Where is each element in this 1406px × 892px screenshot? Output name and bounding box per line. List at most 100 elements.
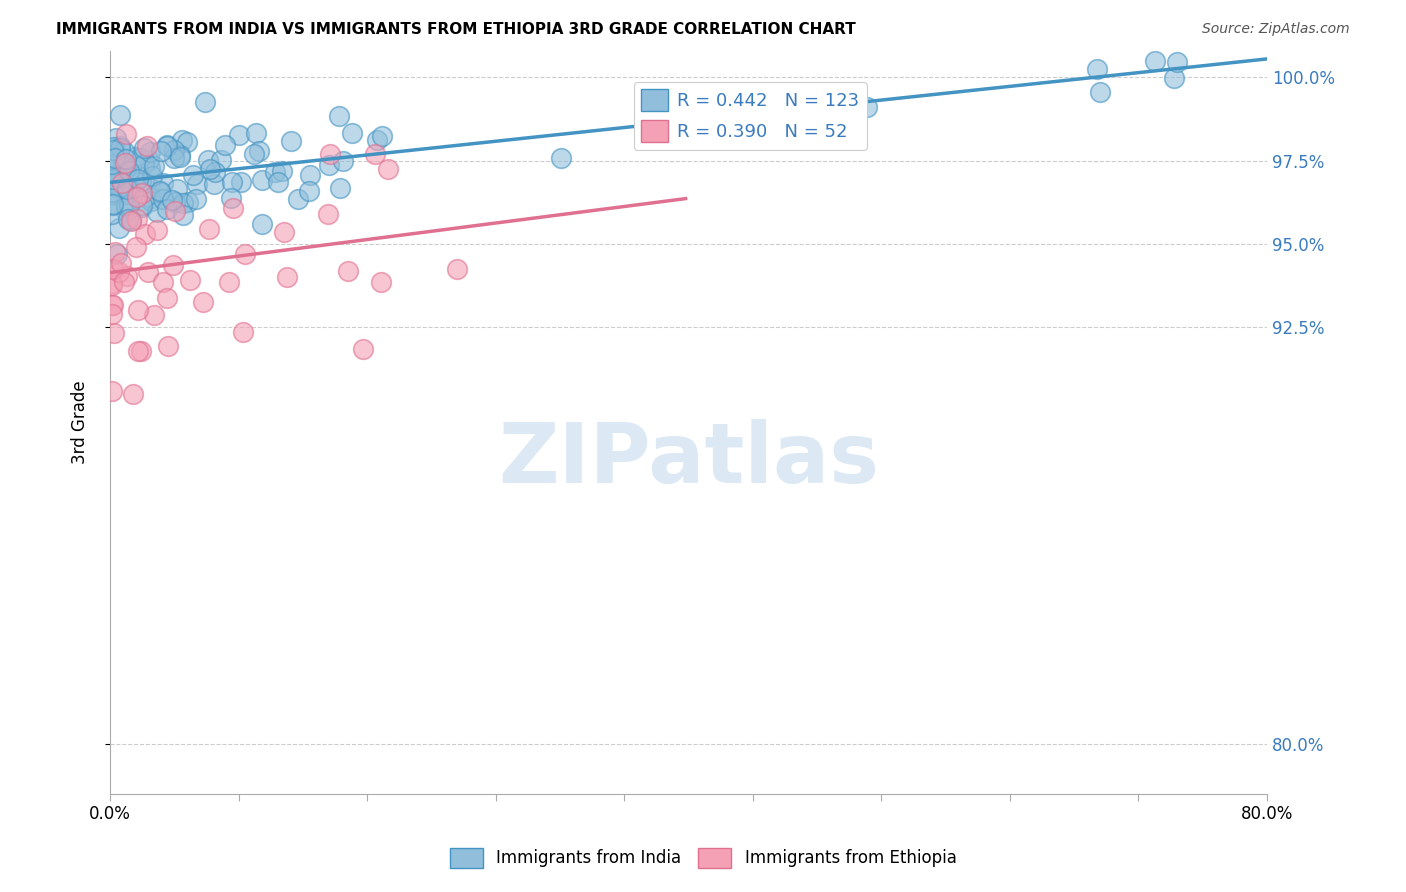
- Point: [135, 138, 157, 153]
- Point: [100, 177, 122, 191]
- Point: [120, 182, 142, 196]
- Point: [243, 146, 266, 161]
- Point: [139, 194, 162, 208]
- Point: [198, 161, 221, 176]
- Point: [127, 344, 149, 359]
- Point: [115, 182, 138, 196]
- Point: [131, 198, 153, 212]
- Point: [128, 151, 150, 165]
- Point: [218, 275, 240, 289]
- Point: [101, 186, 124, 200]
- Point: [172, 195, 194, 210]
- Point: [340, 126, 363, 140]
- Point: [118, 182, 141, 196]
- Point: [370, 276, 392, 290]
- Point: [134, 227, 156, 241]
- Point: [107, 155, 129, 169]
- Point: [107, 177, 129, 191]
- Point: [319, 146, 342, 161]
- Point: [142, 308, 165, 322]
- Point: [100, 298, 122, 312]
- Point: [117, 211, 139, 226]
- Point: [550, 152, 572, 166]
- Point: [103, 143, 125, 157]
- Point: [247, 144, 270, 158]
- Point: [221, 175, 243, 189]
- Point: [129, 343, 152, 358]
- Point: [115, 152, 138, 166]
- Point: [143, 159, 166, 173]
- Point: [149, 185, 172, 199]
- Point: [197, 221, 219, 235]
- Point: [139, 191, 162, 205]
- Point: [172, 208, 194, 222]
- Point: [152, 192, 174, 206]
- Point: [318, 158, 340, 172]
- Point: [108, 108, 131, 122]
- Point: [115, 127, 138, 141]
- Point: [132, 141, 155, 155]
- Point: [1085, 62, 1108, 76]
- Point: [156, 339, 179, 353]
- Point: [245, 126, 267, 140]
- Point: [101, 384, 124, 398]
- Point: [114, 187, 136, 202]
- Point: [103, 140, 125, 154]
- Point: [110, 138, 132, 153]
- Point: [114, 162, 136, 177]
- Point: [229, 175, 252, 189]
- Point: [194, 95, 217, 110]
- Point: [664, 87, 686, 101]
- Point: [219, 190, 242, 204]
- Point: [150, 145, 173, 159]
- Point: [138, 145, 160, 160]
- Point: [446, 262, 468, 277]
- Point: [127, 172, 149, 186]
- Point: [298, 184, 321, 198]
- Point: [131, 186, 153, 201]
- Point: [100, 171, 122, 186]
- Point: [115, 181, 138, 195]
- Point: [250, 173, 273, 187]
- Point: [108, 220, 131, 235]
- Point: [103, 326, 125, 340]
- Point: [169, 150, 191, 164]
- Point: [152, 275, 174, 289]
- Point: [101, 197, 124, 211]
- Point: [100, 277, 122, 291]
- Point: [124, 150, 146, 164]
- Point: [231, 325, 253, 339]
- Point: [131, 201, 153, 215]
- Point: [120, 214, 142, 228]
- Point: [276, 270, 298, 285]
- Point: [108, 265, 131, 279]
- Point: [1163, 70, 1185, 85]
- Point: [156, 137, 179, 152]
- Point: [120, 213, 142, 227]
- Point: [114, 204, 136, 219]
- Point: [186, 192, 208, 206]
- Point: [298, 168, 321, 182]
- Point: [103, 262, 125, 277]
- Point: [107, 247, 129, 261]
- Point: [100, 277, 122, 292]
- Point: [112, 144, 135, 158]
- Point: [114, 199, 136, 213]
- Point: [127, 189, 149, 203]
- Point: [353, 343, 375, 357]
- Point: [115, 161, 138, 176]
- Point: [108, 141, 131, 155]
- Point: [105, 170, 128, 185]
- Point: [100, 307, 122, 321]
- Point: [101, 187, 124, 202]
- Point: [166, 182, 188, 196]
- Point: [127, 303, 149, 318]
- Point: [152, 177, 174, 191]
- Point: [170, 133, 193, 147]
- Point: [1144, 54, 1167, 68]
- Point: [169, 148, 191, 162]
- Point: [112, 158, 135, 172]
- Point: [280, 134, 302, 148]
- Point: [156, 292, 179, 306]
- Point: [332, 154, 354, 169]
